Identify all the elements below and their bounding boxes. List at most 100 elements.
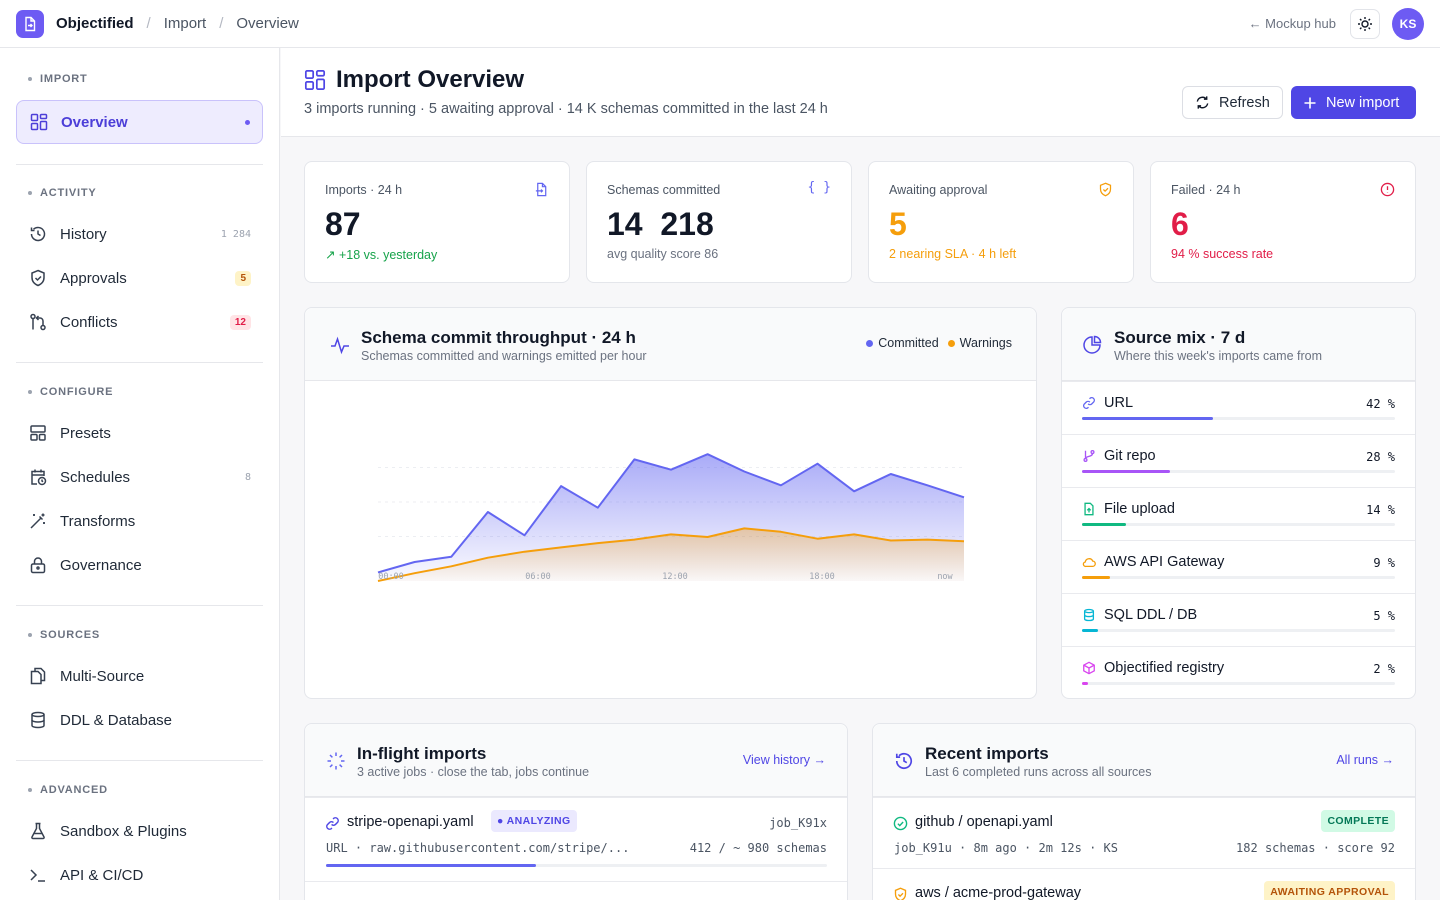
sidebar: IMPORT Overview ACTIVITY History 1 284 A… bbox=[0, 48, 280, 900]
sidebar-item-transforms[interactable]: Transforms bbox=[16, 499, 263, 543]
inflight-title: In-flight imports bbox=[357, 744, 487, 763]
run-meta: job_K91u · 8m ago · 2m 12s · KS bbox=[894, 841, 1118, 855]
source-bar-track bbox=[1082, 470, 1395, 473]
sidebar-item-schedules[interactable]: Schedules 8 bbox=[16, 455, 263, 499]
job-name: stripe-openapi.yaml bbox=[347, 814, 474, 830]
source-label: SQL DDL / DB bbox=[1104, 607, 1198, 623]
stat-card-imports[interactable]: Imports · 24 h 87 ↗ +18 vs. yesterday bbox=[304, 161, 570, 283]
sidebar-item-overview[interactable]: Overview bbox=[16, 100, 263, 144]
source-bar-track bbox=[1082, 682, 1395, 685]
page-header: Import Overview 3 imports running · 5 aw… bbox=[281, 48, 1440, 137]
recent-run-row[interactable]: github / openapi.yaml COMPLETE job_K91u … bbox=[873, 797, 1415, 868]
section-title-activity: ACTIVITY bbox=[16, 185, 263, 201]
source-label: AWS API Gateway bbox=[1104, 554, 1225, 570]
refresh-button[interactable]: Refresh bbox=[1182, 86, 1283, 119]
cube-icon bbox=[1083, 661, 1095, 675]
braces-icon: { } bbox=[807, 180, 831, 195]
check-circle-icon bbox=[893, 816, 908, 831]
merge-icon bbox=[28, 312, 48, 332]
stat-card-failed[interactable]: Failed · 24 h 6 94 % success rate bbox=[1150, 161, 1416, 283]
approvals-badge: 5 bbox=[235, 270, 251, 286]
source-row[interactable]: File upload 14 % bbox=[1062, 487, 1415, 540]
page-title: Import Overview bbox=[304, 66, 524, 94]
chart-title: Schema commit throughput · 24 h bbox=[361, 328, 636, 347]
series-line-warnings bbox=[377, 527, 965, 582]
sidebar-item-multi-source[interactable]: Multi-Source bbox=[16, 654, 263, 698]
throughput-chart: 00:00 06:00 12:00 18:00 now bbox=[377, 453, 965, 582]
sidebar-item-history[interactable]: History 1 284 bbox=[16, 212, 263, 256]
legend-label-committed: Committed bbox=[878, 336, 939, 350]
alert-circle-icon bbox=[1380, 182, 1395, 197]
activity-icon bbox=[331, 336, 349, 355]
loader-icon bbox=[327, 752, 345, 770]
source-row[interactable]: Objectified registry 2 % bbox=[1062, 646, 1415, 698]
sidebar-item-label: Sandbox & Plugins bbox=[60, 822, 187, 840]
sidebar-item-ddl-database[interactable]: DDL & Database bbox=[16, 698, 263, 742]
recent-run-row[interactable]: aws / acme-prod-gateway AWAITING APPROVA… bbox=[873, 868, 1415, 900]
sidebar-item-conflicts[interactable]: Conflicts 12 bbox=[16, 300, 263, 344]
inflight-job-row[interactable] bbox=[305, 881, 847, 900]
sidebar-item-api-cicd[interactable]: API & CI/CD bbox=[16, 853, 263, 897]
shield-icon bbox=[1099, 182, 1112, 197]
source-row[interactable]: URL 42 % bbox=[1062, 381, 1415, 434]
source-percent: 9 % bbox=[1373, 556, 1395, 570]
sidebar-item-governance[interactable]: Governance bbox=[16, 543, 263, 587]
file-import-icon bbox=[25, 16, 36, 31]
source-bar-track bbox=[1082, 523, 1395, 526]
lock-icon bbox=[28, 555, 48, 575]
source-row[interactable]: AWS API Gateway 9 % bbox=[1062, 540, 1415, 593]
source-row[interactable]: Git repo 28 % bbox=[1062, 434, 1415, 487]
source-label: Objectified registry bbox=[1104, 660, 1225, 676]
file-upload-icon bbox=[1084, 502, 1094, 516]
user-avatar[interactable]: KS bbox=[1392, 7, 1424, 40]
stat-foot: avg quality score 86 bbox=[607, 247, 719, 261]
source-mix-header: Source mix · 7 d Where this week's impor… bbox=[1062, 308, 1415, 381]
run-name: aws / acme-prod-gateway bbox=[915, 885, 1082, 900]
all-runs-link[interactable]: All runs → bbox=[1336, 753, 1394, 767]
stat-card-schemas[interactable]: Schemas committed { } 14 218 avg quality… bbox=[586, 161, 852, 283]
sidebar-item-label: History bbox=[60, 225, 107, 243]
job-progress-track bbox=[326, 864, 827, 867]
inflight-header: In-flight imports 3 active jobs · close … bbox=[305, 724, 847, 797]
x-tick-label: 12:00 bbox=[662, 572, 688, 582]
sidebar-item-presets[interactable]: Presets bbox=[16, 411, 263, 455]
recent-imports-card: Recent imports Last 6 completed runs acr… bbox=[872, 723, 1416, 900]
sidebar-item-label: Transforms bbox=[60, 512, 136, 530]
top-bar: Objectified / Import / Overview ← Mockup… bbox=[0, 0, 1440, 48]
plus-icon bbox=[1304, 97, 1316, 108]
conflicts-badge: 12 bbox=[229, 314, 251, 330]
sidebar-item-label: Multi-Source bbox=[60, 667, 145, 685]
flask-icon bbox=[28, 821, 48, 841]
source-bar bbox=[1082, 682, 1089, 685]
app-logo[interactable] bbox=[16, 9, 44, 38]
theme-toggle-button[interactable] bbox=[1350, 8, 1380, 39]
x-tick-label: 00:00 bbox=[378, 572, 404, 582]
sidebar-item-label: Approvals bbox=[60, 269, 127, 287]
stat-value: 6 bbox=[1171, 206, 1189, 242]
stat-card-awaiting[interactable]: Awaiting approval 5 2 nearing SLA · 4 h … bbox=[868, 161, 1134, 283]
file-import-icon bbox=[535, 182, 547, 197]
recent-subtitle: Last 6 completed runs across all sources bbox=[925, 765, 1152, 779]
source-bar bbox=[1082, 629, 1098, 632]
history-icon bbox=[895, 753, 913, 770]
recent-title: Recent imports bbox=[925, 744, 1049, 763]
inflight-job-row[interactable]: stripe-openapi.yaml ● ANALYZING job_K91x… bbox=[305, 797, 847, 881]
source-mix-subtitle: Where this week's imports came from bbox=[1114, 349, 1322, 363]
files-icon bbox=[28, 666, 48, 686]
new-import-button[interactable]: New import bbox=[1291, 86, 1416, 119]
view-history-link[interactable]: View history → bbox=[742, 753, 826, 767]
sidebar-item-sandbox-plugins[interactable]: Sandbox & Plugins bbox=[16, 809, 263, 853]
recent-header: Recent imports Last 6 completed runs acr… bbox=[873, 724, 1415, 797]
stat-value: 87 bbox=[325, 206, 361, 242]
source-bar-track bbox=[1082, 417, 1395, 420]
source-row[interactable]: SQL DDL / DB 5 % bbox=[1062, 593, 1415, 646]
app-name[interactable]: Objectified bbox=[56, 15, 134, 32]
source-bar-track bbox=[1082, 576, 1395, 579]
sidebar-item-approvals[interactable]: Approvals 5 bbox=[16, 256, 263, 300]
stat-label: Imports · 24 h bbox=[325, 183, 403, 197]
mockup-hub-link[interactable]: ← Mockup hub bbox=[1248, 16, 1336, 31]
breadcrumb-import[interactable]: Import bbox=[163, 15, 207, 32]
x-tick-label: 18:00 bbox=[809, 572, 835, 582]
stat-trend: ↗ +18 vs. yesterday bbox=[325, 248, 438, 262]
legend-label-warnings: Warnings bbox=[959, 336, 1012, 350]
